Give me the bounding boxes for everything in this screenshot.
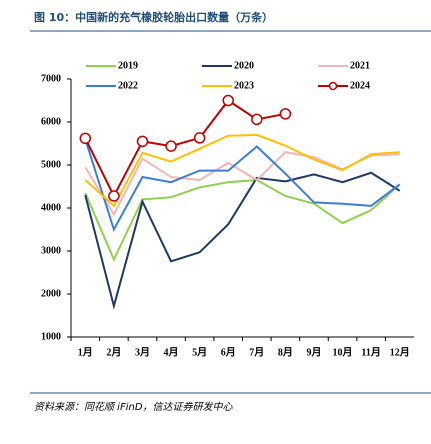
y-tick-label: 5000 — [41, 159, 61, 170]
x-tick-label: 7月 — [249, 346, 264, 358]
point-marker — [251, 113, 263, 126]
source: 资料来源：同花顺 iFinD，信达证券研发中心 — [34, 401, 234, 413]
y-tick-label: 7000 — [41, 73, 61, 84]
series-line — [84, 179, 401, 263]
legend-label: 2019 — [118, 60, 138, 71]
point-marker — [165, 140, 177, 152]
point-marker — [279, 108, 292, 120]
y-tick-label: 1000 — [41, 331, 61, 342]
x-tick-label: 6月 — [221, 346, 236, 358]
legend-label: 2023 — [234, 80, 254, 91]
legend-label: 2021 — [350, 60, 370, 71]
x-tick-label: 10月 — [333, 346, 353, 358]
x-tick-label: 2月 — [106, 346, 121, 358]
x-tick-label: 4月 — [164, 346, 179, 358]
legend-label: 2022 — [118, 80, 138, 91]
chart-title: 图 10：中国新的充气橡胶轮胎出口数量（万条） — [34, 10, 273, 24]
legend-label: 2020 — [234, 60, 254, 71]
x-tick-label: 3月 — [135, 346, 150, 358]
y-tick-label: 2000 — [41, 288, 61, 299]
point-marker — [193, 132, 206, 144]
x-tick-label: 1月 — [78, 346, 93, 358]
x-tick-label: 5月 — [192, 346, 207, 358]
x-tick-label: 11月 — [361, 346, 380, 358]
point-marker — [79, 132, 92, 145]
legend-label: 2024 — [350, 80, 370, 91]
series-line — [84, 138, 401, 233]
x-tick-label: 8月 — [278, 346, 293, 358]
legend-marker — [328, 81, 338, 91]
point-marker — [136, 135, 149, 148]
y-tick-label: 3000 — [41, 245, 61, 256]
y-tick-label: 6000 — [41, 116, 61, 127]
y-tick-label: 4000 — [41, 202, 61, 213]
point-marker — [222, 94, 234, 107]
x-tick-label: 12月 — [390, 346, 410, 358]
x-tick-label: 9月 — [306, 346, 321, 358]
point-marker — [108, 190, 120, 202]
series-line — [84, 133, 400, 208]
series-line — [84, 171, 401, 310]
